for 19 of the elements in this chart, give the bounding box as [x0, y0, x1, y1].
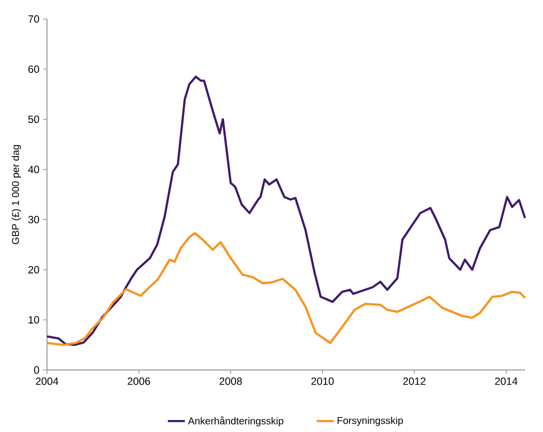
x-tick-label: 2010 [311, 378, 334, 385]
x-tick-label: 2008 [220, 378, 242, 385]
y-tick-label: 70 [28, 15, 40, 23]
legend-label: Forsyningsskip [338, 416, 403, 426]
y-tick-label: 0 [34, 366, 40, 374]
y-axis-title: GBP (£) 1 000 per dag [12, 145, 22, 244]
line-series [46, 232, 526, 346]
x-tick-label: 2004 [36, 378, 58, 385]
y-tick-label: 20 [28, 266, 40, 274]
y-tick-label: 40 [28, 166, 40, 174]
x-tick-label: 2006 [128, 378, 150, 385]
x-tick-label: 2014 [495, 378, 518, 385]
line-series [46, 76, 526, 346]
x-tick-label: 2012 [403, 378, 426, 385]
y-tick-label: 10 [28, 316, 40, 324]
legend-label: Ankerhåndteringsskip [188, 416, 284, 426]
y-tick-label: 30 [28, 216, 40, 224]
y-tick-label: 60 [28, 65, 40, 73]
y-tick-label: 50 [28, 116, 40, 123]
